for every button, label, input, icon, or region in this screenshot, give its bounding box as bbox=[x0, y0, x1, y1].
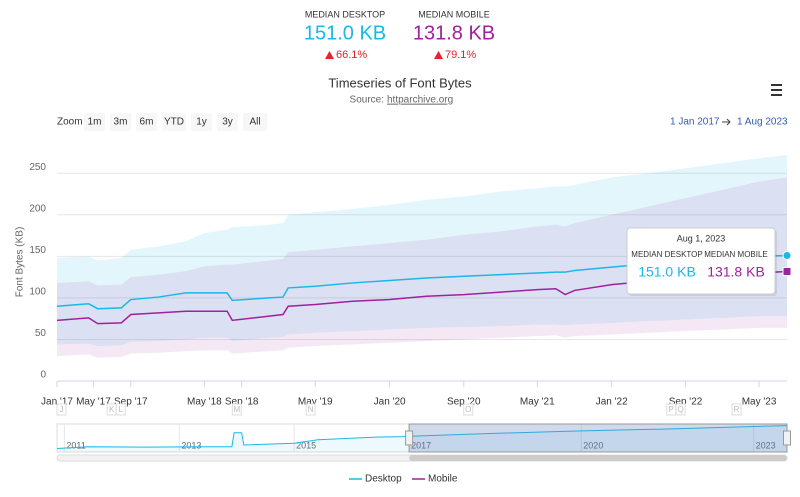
flag-label: N bbox=[308, 405, 314, 414]
flag-label: J bbox=[60, 405, 64, 414]
range-arrow bbox=[722, 118, 731, 126]
median-line bbox=[56, 270, 788, 325]
flag[interactable] bbox=[115, 403, 126, 416]
tooltip-value: 151.0 KB bbox=[638, 264, 696, 280]
metric-change: 66.1% bbox=[336, 49, 367, 61]
flag[interactable] bbox=[675, 403, 686, 416]
metric-value: 131.8 KB bbox=[413, 22, 495, 44]
zoom-button[interactable] bbox=[191, 113, 212, 131]
zoom-button[interactable] bbox=[243, 113, 267, 131]
range-to[interactable]: 1 Aug 2023 bbox=[737, 117, 788, 128]
zoom-button-label[interactable]: 1m bbox=[88, 117, 102, 128]
zoom-button-label[interactable]: YTD bbox=[164, 117, 184, 128]
y-tick-label: 200 bbox=[29, 203, 46, 214]
x-tick-label: May '23 bbox=[742, 397, 777, 408]
tooltip bbox=[626, 227, 776, 295]
y-tick-label: 100 bbox=[29, 287, 46, 298]
flag-label: P bbox=[669, 405, 674, 414]
y-tick-label: 0 bbox=[40, 370, 46, 381]
menu-icon bbox=[771, 84, 782, 96]
navigator-handle[interactable] bbox=[405, 430, 414, 446]
flag-label: O bbox=[465, 405, 471, 414]
chart-title: Timeseries of Font Bytes bbox=[328, 75, 472, 90]
chart-subtitle: Source: bbox=[350, 95, 384, 106]
legend-label[interactable]: Desktop bbox=[365, 474, 402, 485]
navigator-tick-label: 2017 bbox=[411, 440, 431, 450]
zoom-button[interactable] bbox=[136, 113, 157, 131]
range-band bbox=[57, 154, 787, 347]
flag[interactable] bbox=[463, 403, 474, 416]
flag-label: M bbox=[233, 405, 240, 414]
tooltip-label: MEDIAN DESKTOP bbox=[631, 250, 702, 259]
range-band bbox=[57, 177, 787, 358]
flag[interactable] bbox=[731, 403, 742, 416]
menu-button[interactable] bbox=[768, 82, 784, 98]
zoom-label: Zoom bbox=[57, 117, 83, 128]
metric-label: MEDIAN DESKTOP bbox=[305, 9, 385, 19]
zoom-button-label[interactable]: 3y bbox=[222, 117, 233, 128]
metric-value: 151.0 KB bbox=[304, 22, 386, 44]
y-tick-label: 150 bbox=[29, 245, 46, 256]
x-tick-label: May '17 bbox=[76, 397, 111, 408]
navigator-tick-label: 2020 bbox=[583, 440, 603, 450]
flag[interactable] bbox=[231, 403, 242, 416]
flag[interactable] bbox=[305, 403, 316, 416]
hover-marker bbox=[782, 251, 792, 261]
x-tick-label: Sep '18 bbox=[225, 397, 259, 408]
up-triangle bbox=[434, 51, 443, 59]
x-tick-label: Jan '20 bbox=[374, 397, 406, 408]
navigator-selection[interactable] bbox=[408, 423, 788, 453]
tooltip-value: 131.8 KB bbox=[707, 264, 765, 280]
x-tick-label: May '19 bbox=[298, 397, 333, 408]
y-tick-label: 50 bbox=[35, 328, 47, 339]
zoom-button-label[interactable]: All bbox=[249, 117, 260, 128]
median-line bbox=[56, 254, 788, 310]
x-tick-label: Sep '22 bbox=[669, 397, 703, 408]
up-triangle bbox=[325, 51, 334, 59]
metric-label: MEDIAN MOBILE bbox=[418, 9, 490, 19]
x-tick-label: May '21 bbox=[520, 397, 555, 408]
navigator-tick-label: 2015 bbox=[296, 440, 316, 450]
zoom-button[interactable] bbox=[217, 113, 238, 131]
zoom-button[interactable] bbox=[110, 113, 131, 131]
navigator-tick-label: 2011 bbox=[66, 440, 85, 450]
x-tick-label: Jan '17 bbox=[41, 397, 73, 408]
zoom-button-label[interactable]: 1y bbox=[196, 117, 207, 128]
source-link[interactable]: httparchive.org bbox=[387, 95, 453, 106]
flag-label: R bbox=[734, 405, 740, 414]
x-tick-label: Sep '20 bbox=[447, 397, 481, 408]
y-axis-label: Font Bytes (KB) bbox=[15, 227, 26, 298]
zoom-button-label[interactable]: 6m bbox=[140, 117, 154, 128]
metric-change: 79.1% bbox=[445, 49, 476, 61]
range-from[interactable]: 1 Jan 2017 bbox=[670, 117, 720, 128]
y-tick-label: 250 bbox=[29, 162, 46, 173]
flag-label: K bbox=[109, 405, 115, 414]
x-tick-label: Sep '17 bbox=[114, 397, 148, 408]
navigator-area bbox=[57, 425, 787, 452]
zoom-button[interactable] bbox=[84, 113, 105, 131]
zoom-button-label[interactable]: 3m bbox=[114, 117, 128, 128]
flag-label: L bbox=[119, 405, 124, 414]
scrollbar-thumb[interactable] bbox=[409, 455, 787, 461]
legend-label[interactable]: Mobile bbox=[428, 474, 458, 485]
navigator-tick-label: 2013 bbox=[181, 440, 201, 450]
tooltip-label: MEDIAN MOBILE bbox=[704, 250, 768, 259]
navigator-tick-label: 2023 bbox=[756, 440, 776, 450]
tooltip-date: Aug 1, 2023 bbox=[677, 233, 726, 243]
navigator-line bbox=[56, 425, 788, 449]
zoom-button[interactable] bbox=[162, 113, 186, 131]
flag-label: Q bbox=[678, 405, 684, 414]
flag[interactable] bbox=[56, 403, 67, 416]
navigator-handle[interactable] bbox=[783, 430, 791, 446]
hover-marker bbox=[782, 266, 792, 276]
x-tick-label: May '18 bbox=[187, 397, 222, 408]
x-tick-label: Jan '22 bbox=[596, 397, 628, 408]
